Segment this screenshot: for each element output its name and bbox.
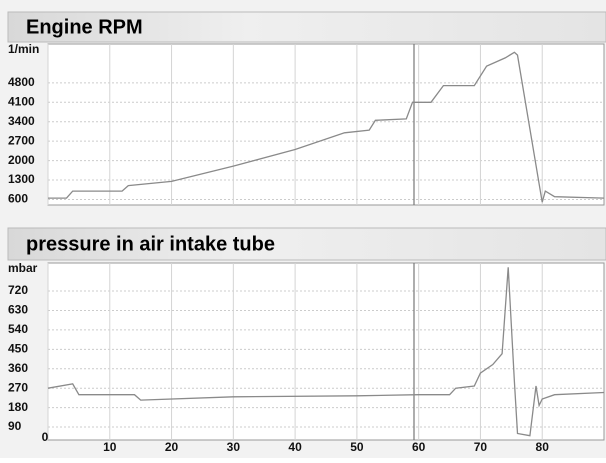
line [48, 51, 605, 203]
y-tick-label: 1300 [8, 172, 35, 186]
y-tick-label: 540 [8, 322, 28, 336]
chart-title: pressure in air intake tube [26, 233, 275, 255]
chart-title: Engine RPM [26, 16, 143, 38]
y-axis-label: mbar [8, 261, 38, 275]
x-tick-label: 10 [103, 440, 117, 454]
y-tick-label: 180 [8, 400, 28, 414]
x-tick-label: 80 [536, 440, 550, 454]
y-tick-label: 90 [8, 419, 22, 433]
x-tick-label: 60 [412, 440, 426, 454]
y-tick-label: 270 [8, 380, 28, 394]
y-tick-label: 720 [8, 283, 28, 297]
x-tick-label: 30 [227, 440, 241, 454]
x-tick-label: 40 [288, 440, 302, 454]
y-tick-label: 600 [8, 192, 28, 206]
y-tick-label: 2000 [8, 153, 35, 167]
y-tick-label: 2700 [8, 133, 35, 147]
x-tick-label: 70 [474, 440, 488, 454]
x-tick-label: 0 [42, 430, 49, 444]
plot-area [47, 262, 605, 441]
y-tick-label: 4100 [8, 94, 35, 108]
line [47, 267, 605, 437]
y-tick-label: 4800 [8, 75, 35, 89]
y-tick-label: 630 [8, 303, 28, 317]
y-tick-label: 450 [8, 342, 28, 356]
y-axis-label: 1/min [8, 42, 39, 56]
x-tick-label: 50 [350, 440, 364, 454]
y-tick-label: 360 [8, 361, 28, 375]
plot-area [47, 43, 605, 206]
y-tick-label: 3400 [8, 114, 35, 128]
title-bar [7, 11, 606, 43]
x-tick-label: 20 [165, 440, 179, 454]
title-bar [7, 227, 606, 261]
